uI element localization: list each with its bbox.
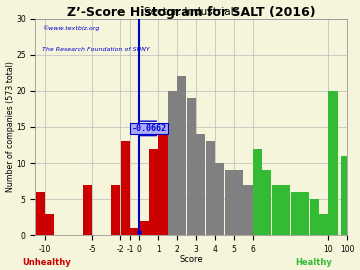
Text: Sector: Industrials: Sector: Industrials — [144, 8, 239, 18]
Bar — [139, 221, 149, 235]
Bar — [45, 214, 54, 235]
Text: -0.0662: -0.0662 — [131, 124, 166, 133]
Bar — [272, 185, 281, 235]
Title: Z’-Score Histogram for SALT (2016): Z’-Score Histogram for SALT (2016) — [67, 6, 316, 19]
Bar — [281, 185, 291, 235]
Bar — [83, 185, 92, 235]
Bar — [36, 192, 45, 235]
Bar — [319, 214, 328, 235]
Bar — [253, 148, 262, 235]
Bar — [291, 192, 300, 235]
Bar — [168, 91, 177, 235]
Bar — [234, 170, 243, 235]
Bar — [225, 170, 234, 235]
Bar — [215, 163, 224, 235]
Bar — [196, 134, 205, 235]
Bar — [262, 170, 271, 235]
Bar — [206, 141, 215, 235]
Text: The Research Foundation of SUNY: The Research Foundation of SUNY — [42, 47, 149, 52]
Bar — [177, 76, 186, 235]
Text: Healthy: Healthy — [295, 258, 332, 267]
Bar — [187, 98, 196, 235]
Bar — [300, 192, 309, 235]
Bar — [121, 141, 130, 235]
Y-axis label: Number of companies (573 total): Number of companies (573 total) — [5, 62, 14, 193]
Bar — [111, 185, 120, 235]
Bar — [149, 148, 158, 235]
Bar — [130, 228, 139, 235]
Bar — [328, 91, 338, 235]
Bar — [310, 199, 319, 235]
Bar — [341, 156, 347, 235]
Text: Unhealthy: Unhealthy — [22, 258, 71, 267]
Text: ©www.textbiz.org: ©www.textbiz.org — [42, 25, 99, 31]
Bar — [158, 127, 167, 235]
Bar — [243, 185, 253, 235]
X-axis label: Score: Score — [180, 255, 203, 264]
